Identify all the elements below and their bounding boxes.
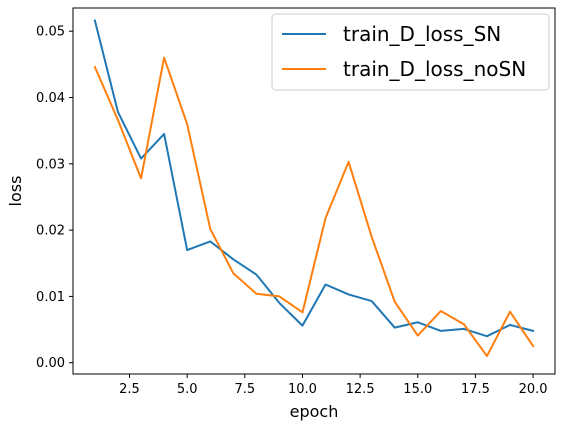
x-tick-label: 10.0 <box>288 382 317 397</box>
y-axis-label: loss <box>6 176 25 207</box>
x-tick-label: 5.0 <box>177 382 198 397</box>
series-layer <box>93 19 535 358</box>
x-tick-label: 15.0 <box>403 382 432 397</box>
y-tick-label: 0.05 <box>36 25 65 40</box>
axis-layer: 2.5 5.0 7.5 10.0 12.5 15.0 17.5 20.0 0.00 0.01 0.0… <box>36 25 548 397</box>
y-tick-label: 0.03 <box>36 157 65 172</box>
series-line-nosn <box>93 56 535 358</box>
y-tick-label: 0.00 <box>36 356 65 371</box>
x-tick-label: 7.5 <box>234 382 255 397</box>
legend-box <box>271 13 550 91</box>
plot-frame <box>72 7 556 375</box>
y-tick-label: 0.04 <box>36 91 65 106</box>
y-tick-label: 0.01 <box>36 290 65 305</box>
x-tick-label: 2.5 <box>119 382 140 397</box>
x-tick-label: 17.5 <box>461 382 490 397</box>
y-tick-label: 0.02 <box>36 224 65 239</box>
series-line-sn <box>93 19 535 338</box>
legend: train_D_loss_SN train_D_loss_noSN <box>271 13 550 91</box>
x-tick-label: 12.5 <box>346 382 375 397</box>
x-axis-label: epoch <box>290 402 339 421</box>
legend-label-nosn: train_D_loss_noSN <box>343 57 526 81</box>
x-tick-label: 20.0 <box>519 382 548 397</box>
legend-label-sn: train_D_loss_SN <box>343 22 501 46</box>
